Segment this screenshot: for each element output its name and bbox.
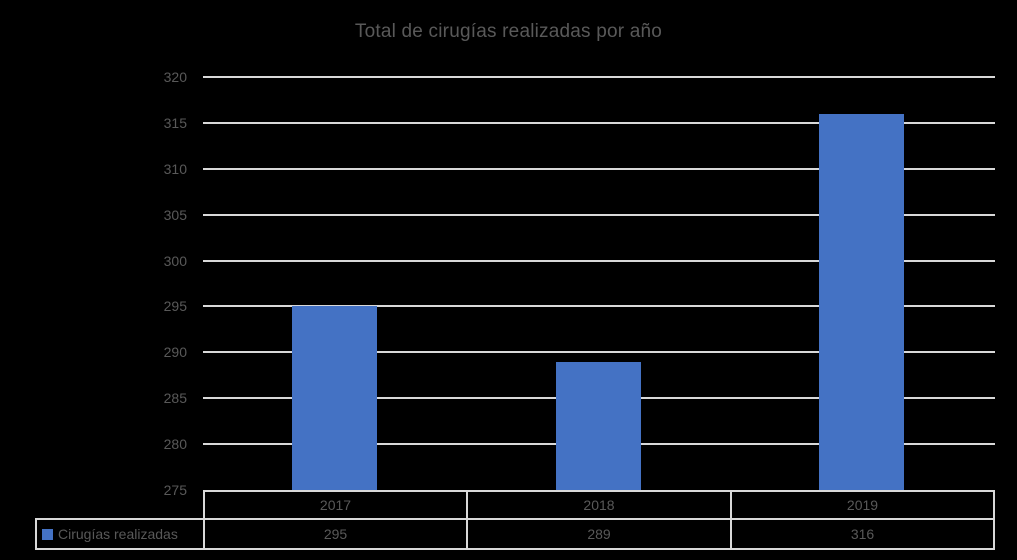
gridline: [203, 259, 995, 262]
y-axis-tick-label: 290: [163, 344, 187, 361]
y-axis-tick-label: 320: [163, 69, 187, 85]
gridline: [203, 305, 995, 308]
gridline: [203, 167, 995, 170]
value-cell: 316: [730, 518, 995, 550]
y-axis-tick-label: 305: [163, 206, 187, 223]
bar-2019: [819, 114, 904, 490]
year-cell: 2019: [730, 490, 995, 520]
y-axis-tick-label: 295: [163, 298, 187, 315]
value-cell: 289: [466, 518, 732, 550]
bar-2018: [556, 362, 641, 490]
year-cell: 2017: [203, 490, 468, 520]
y-axis-tick-label: 310: [163, 160, 187, 177]
year-cell: 2018: [466, 490, 732, 520]
gridline: [203, 121, 995, 124]
value-cell: 295: [203, 518, 468, 550]
chart-title: Total de cirugías realizadas por año: [354, 21, 663, 42]
gridline: [203, 213, 995, 216]
y-axis-tick-label: 275: [163, 482, 187, 498]
bar-2017: [292, 306, 377, 490]
y-axis-tick-label: 285: [163, 390, 187, 407]
y-axis-tick-label: 315: [163, 114, 187, 131]
y-axis-tick-label: 300: [163, 252, 187, 269]
gridline: [203, 76, 995, 78]
y-axis-tick-label: 280: [163, 436, 187, 453]
legend-marker-icon: [42, 528, 53, 540]
legend-cell: Cirugías realizadas: [35, 518, 205, 550]
legend-label: Cirugías realizadas: [58, 526, 178, 542]
gridline: [203, 351, 995, 354]
